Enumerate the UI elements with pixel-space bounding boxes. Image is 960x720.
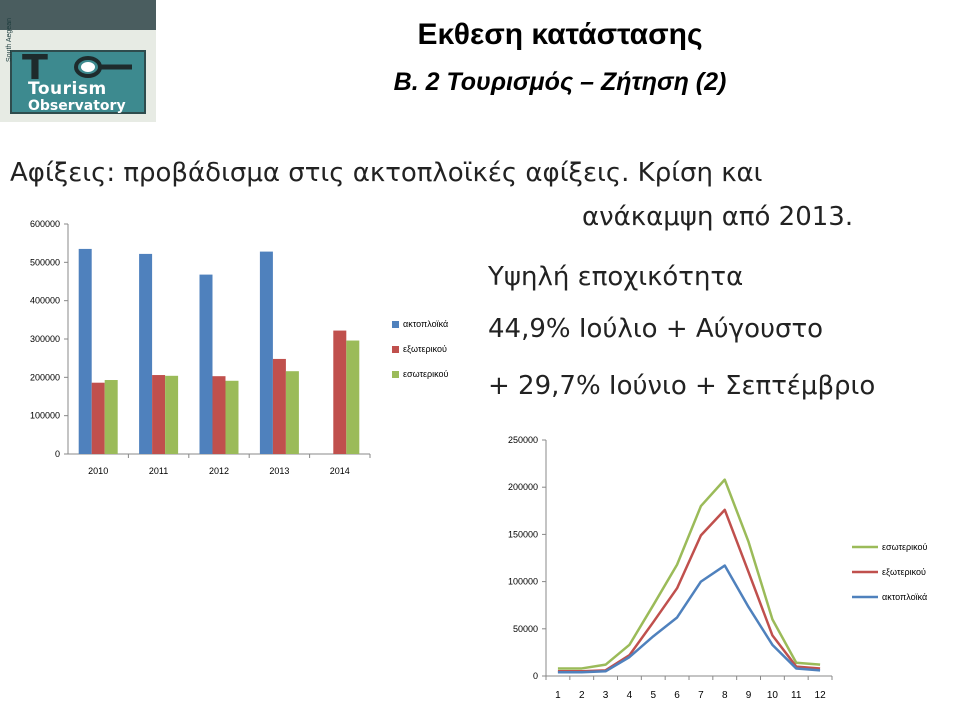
x-tick-label: 12 xyxy=(815,690,827,701)
x-tick-label: 5 xyxy=(650,690,656,701)
legend-label: εσωτερικού xyxy=(403,369,449,379)
page-subtitle: Β. 2 Τουρισμός – Ζήτηση (2) xyxy=(393,68,727,96)
y-tick-label: 0 xyxy=(55,449,60,459)
bar xyxy=(333,330,347,454)
legend-label: εξωτερικού xyxy=(403,344,447,354)
body-line-arrivals: Αφίξεις: προβάδισμα στις ακτοπλοϊκές αφί… xyxy=(10,158,763,188)
body-line-june-september: + 29,7% Ιούνιο + Σεπτέμβριο xyxy=(488,371,876,401)
bar xyxy=(139,253,153,454)
bar xyxy=(285,371,299,454)
legend-label: εσωτερικού xyxy=(882,542,928,552)
x-tick-label: 2010 xyxy=(88,466,108,476)
y-tick-label: 200000 xyxy=(508,482,538,492)
legend-swatch xyxy=(392,346,399,353)
legend-swatch xyxy=(392,371,399,378)
bar xyxy=(152,375,166,454)
x-tick-label: 9 xyxy=(746,690,752,701)
y-tick-label: 250000 xyxy=(508,435,538,445)
legend-label: εξωτερικού xyxy=(882,567,926,577)
annual-arrivals-bar-chart: 0 100000 200000 300000 400000 500000 600000 201… xyxy=(30,219,449,476)
bar xyxy=(259,251,273,454)
y-tick-label: 50000 xyxy=(513,624,538,634)
series-line xyxy=(557,478,821,670)
x-tick-label: 11 xyxy=(791,690,802,701)
bar xyxy=(346,340,360,454)
bar xyxy=(91,382,105,454)
x-tick-label: 2014 xyxy=(330,466,350,476)
x-tick-label: 10 xyxy=(767,690,779,701)
body-line-recovery: ανάκαμψη από 2013. xyxy=(582,202,854,232)
page-title: Εκθεση κατάστασης xyxy=(417,18,703,51)
y-tick-label: 300000 xyxy=(30,334,60,344)
y-tick-label: 400000 xyxy=(30,296,60,306)
x-tick-label: 1 xyxy=(555,690,561,701)
y-tick-label: 150000 xyxy=(508,529,538,539)
magnifier-icon xyxy=(74,56,132,78)
y-tick-label: 0 xyxy=(533,671,538,681)
logo: T South Aegean Tourism Observatory xyxy=(0,0,156,122)
series-line xyxy=(557,564,821,674)
x-tick-label: 7 xyxy=(698,690,704,701)
y-tick-label: 100000 xyxy=(508,577,538,587)
bar xyxy=(104,380,118,454)
y-tick-label: 100000 xyxy=(30,411,60,421)
y-tick-label: 600000 xyxy=(30,219,60,229)
legend-label: ακτοπλοϊκά xyxy=(403,319,448,329)
legend-swatch xyxy=(392,321,399,328)
body-line-seasonality: Υψηλή εποχικότητα xyxy=(488,262,744,292)
x-tick-label: 6 xyxy=(674,690,680,701)
logo-region: South Aegean xyxy=(6,18,13,62)
logo-name-observatory: Observatory xyxy=(28,98,126,114)
bar xyxy=(272,358,286,454)
bar xyxy=(165,375,179,454)
body-line-july-august: 44,9% Ιούλιο + Αύγουστο xyxy=(488,314,824,344)
bar xyxy=(212,376,226,454)
bar xyxy=(199,274,213,454)
logo-top-bar xyxy=(0,0,156,30)
y-tick-label: 200000 xyxy=(30,372,60,382)
x-tick-label: 2 xyxy=(579,690,585,701)
y-tick-label: 500000 xyxy=(30,257,60,267)
bar xyxy=(78,248,92,454)
x-tick-label: 2011 xyxy=(149,466,168,476)
x-tick-label: 2013 xyxy=(269,466,289,476)
legend-label: ακτοπλοϊκά xyxy=(882,592,927,602)
x-tick-label: 2012 xyxy=(209,466,229,476)
logo-name-tourism: Tourism xyxy=(28,79,107,99)
x-tick-label: 4 xyxy=(627,690,633,701)
bar xyxy=(225,380,239,454)
x-tick-label: 8 xyxy=(722,690,728,701)
x-tick-label: 3 xyxy=(603,690,609,701)
